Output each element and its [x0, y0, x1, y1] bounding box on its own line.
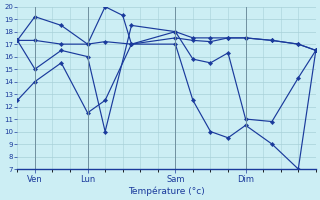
X-axis label: Température (°c): Température (°c) — [128, 186, 205, 196]
